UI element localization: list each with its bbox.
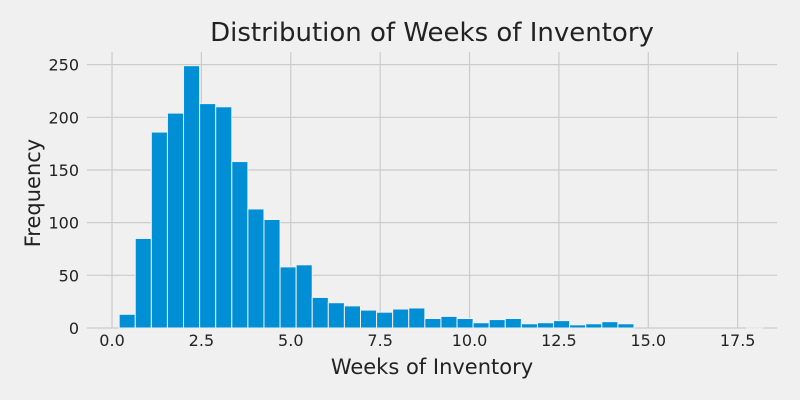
histogram-bar	[263, 218, 281, 329]
histogram-bar	[166, 112, 185, 329]
histogram-bar	[376, 311, 394, 329]
histogram-bar	[118, 313, 136, 329]
histogram-bar	[327, 302, 345, 329]
histogram-bar	[520, 323, 538, 329]
x-tick-label: 2.5	[189, 331, 214, 350]
chart-title: Distribution of Weeks of Inventory	[210, 18, 654, 48]
histogram-bar	[311, 296, 329, 329]
histogram-bar	[456, 318, 474, 329]
x-tick-label: 5.0	[278, 331, 303, 350]
x-tick-label: 12.5	[541, 331, 577, 350]
histogram-bar	[569, 324, 587, 329]
histogram-bar	[585, 323, 603, 329]
histogram-bar	[134, 237, 152, 329]
x-tick-label: 0.0	[99, 331, 124, 350]
histogram-bar	[359, 309, 378, 329]
histogram-bar	[536, 322, 555, 329]
histogram-bar	[392, 308, 410, 329]
histogram-bars	[118, 65, 764, 329]
histogram-bar	[231, 161, 249, 329]
histogram-bar	[424, 318, 442, 329]
histogram-bar	[279, 266, 297, 329]
y-tick-label: 150	[48, 161, 79, 180]
x-axis-label: Weeks of Inventory	[331, 355, 533, 379]
histogram-bar	[553, 320, 571, 329]
histogram-bar	[746, 326, 764, 329]
y-tick-label: 0	[69, 319, 79, 338]
x-tick-label: 7.5	[367, 331, 392, 350]
y-tick-label: 50	[59, 266, 79, 285]
histogram-bar	[199, 103, 217, 329]
histogram-bar	[488, 319, 506, 329]
x-tick-label: 17.5	[720, 331, 756, 350]
x-tick-label: 10.0	[452, 331, 488, 350]
histogram-bar	[472, 322, 490, 329]
y-tick-labels: 0 50 100 150 200 250	[48, 56, 79, 338]
histogram-bar	[150, 131, 168, 329]
histogram-bar	[617, 323, 635, 329]
y-tick-label: 100	[48, 214, 79, 233]
y-axis-label: Frequency	[21, 139, 45, 248]
histogram-bar	[601, 321, 619, 329]
x-tick-label: 15.0	[630, 331, 666, 350]
y-tick-label: 250	[48, 56, 79, 75]
histogram-bar	[504, 318, 522, 329]
histogram-bar	[247, 208, 265, 329]
histogram-bar	[215, 106, 233, 329]
y-tick-label: 200	[48, 108, 79, 127]
histogram-bar	[440, 315, 458, 329]
histogram-bar	[183, 65, 201, 329]
histogram-bar	[408, 307, 426, 329]
x-tick-labels: 0.0 2.5 5.0 7.5 10.0 12.5 15.0 17.5	[99, 331, 755, 350]
histogram-bar	[343, 305, 361, 329]
histogram-bar	[295, 264, 313, 329]
